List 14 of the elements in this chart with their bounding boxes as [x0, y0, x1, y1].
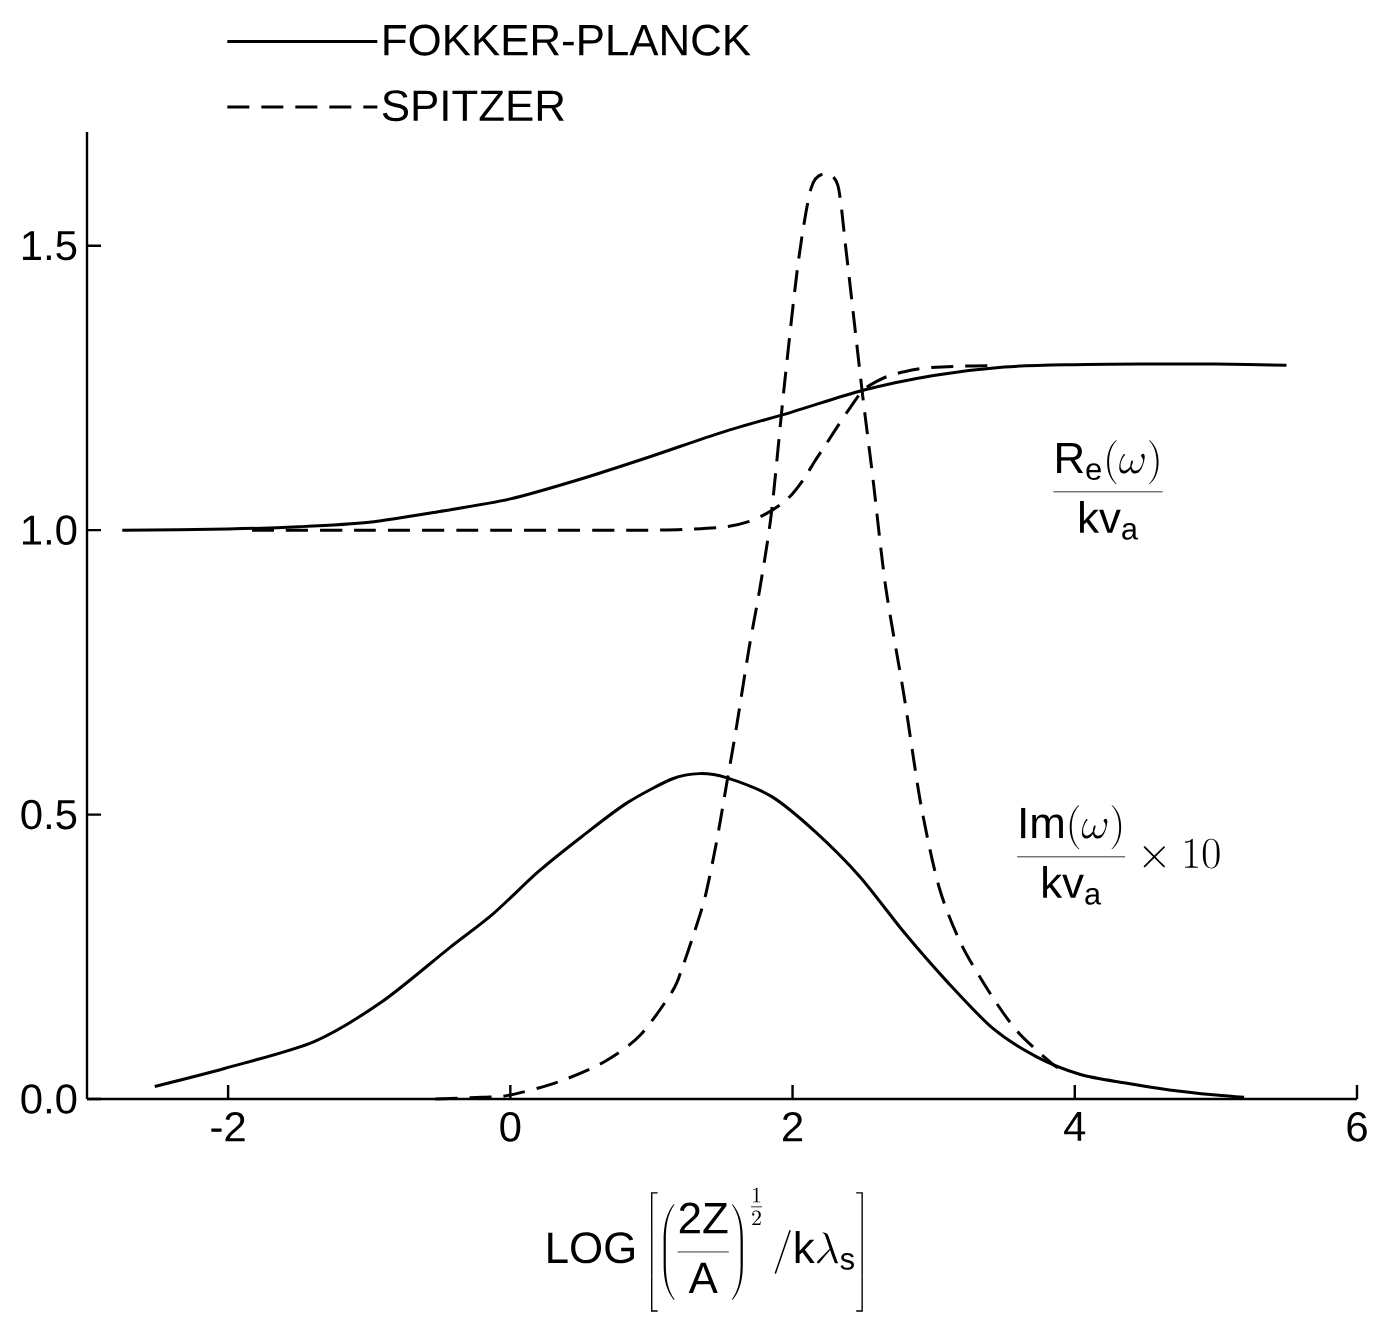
annotation: $\frac{\mathrm{Im}(\omega)}{\mathrm{kv}_{\mathrm{a}}}\times 10$ — [1017, 805, 1220, 905]
legend-label: FOKKER-PLANCK — [384, 24, 751, 56]
annotation: $\frac{\mathrm{R}_{\mathrm{e}}(\omega)}{\mathrm{kv}_{\mathrm{a}}}$ — [1053, 440, 1163, 540]
x-tick-label: 0 — [500, 1112, 521, 1142]
x-tick-label: 6 — [1347, 1112, 1367, 1142]
x-tick-label: -2 — [211, 1112, 245, 1142]
y-tick-label: 0.0 — [21, 1084, 77, 1114]
x-tick-label: 2 — [783, 1112, 803, 1142]
x-axis-title: $\mathrm{LOG}\left[\left(\frac{\mathrm{2Z}}{\mathrm{A}}\right)^{\frac{1}{2}}\Big/\mathrm{k}\lambda_{\mathrm{s}}\right]$ — [548, 1187, 863, 1312]
y-tick-label: 1.0 — [22, 515, 77, 545]
y-tick-label: 0.5 — [21, 799, 77, 830]
y-tick-label: 1.5 — [22, 231, 77, 261]
legend-label: SPITZER — [382, 90, 564, 122]
x-tick-label: 4 — [1064, 1112, 1086, 1141]
